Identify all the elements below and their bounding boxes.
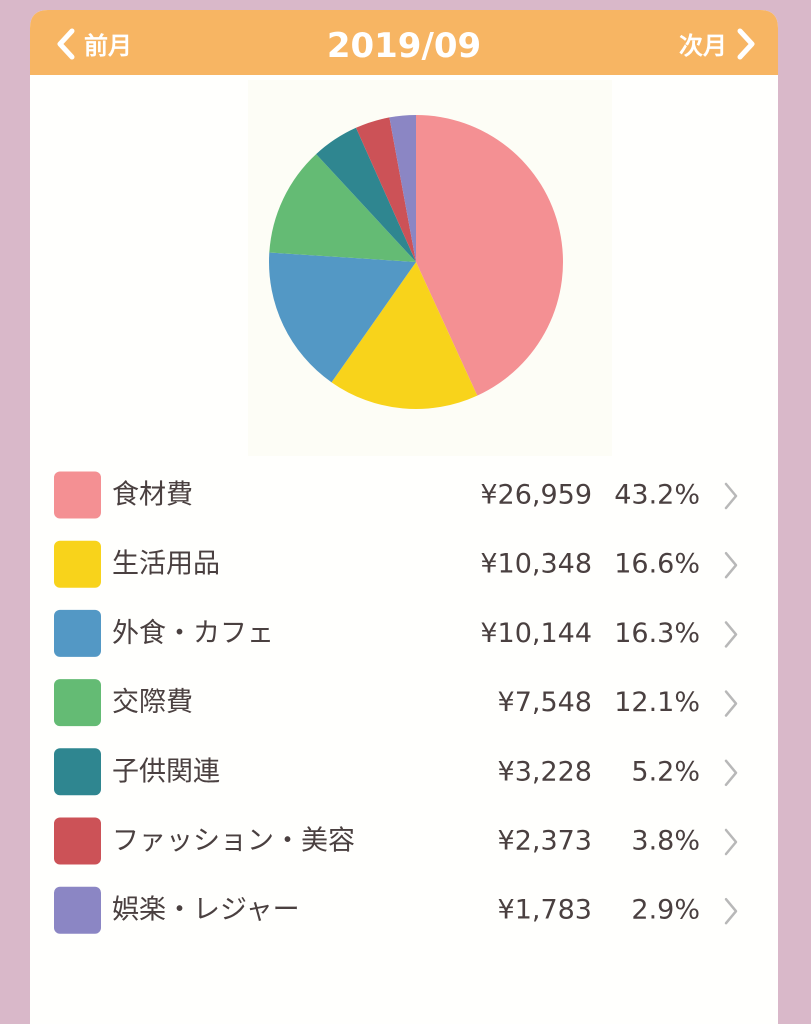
color-swatch <box>54 748 101 796</box>
color-swatch <box>54 679 101 727</box>
category-label: 娯楽・レジャー <box>112 895 300 926</box>
prev-button[interactable]: 前月 <box>57 28 132 60</box>
percentage: 5.2% <box>631 756 700 787</box>
percentage: 2.9% <box>631 895 700 926</box>
pie-slice <box>389 115 416 262</box>
month-title: 2019/09 <box>327 26 481 66</box>
category-row[interactable]: 交際費 ¥7,548 12.1% <box>54 679 738 727</box>
row-chevron <box>724 621 738 648</box>
category-row[interactable]: 食材費 ¥26,959 43.2% <box>54 471 738 519</box>
next-label: 次月 <box>679 32 727 60</box>
category-row[interactable]: 外食・カフェ ¥10,144 16.3% <box>54 609 738 657</box>
amount: ¥10,144 <box>480 618 592 649</box>
percentage: 12.1% <box>614 687 700 718</box>
row-chevron <box>724 690 738 717</box>
row-chevron <box>724 897 738 925</box>
header-bar <box>30 10 778 75</box>
pie-slice <box>355 117 416 262</box>
prev-chevron <box>57 28 75 60</box>
row-chevron <box>724 551 738 579</box>
pie-slice <box>316 127 416 262</box>
category-row[interactable]: 娯楽・レジャー ¥1,783 2.9% <box>54 886 738 934</box>
color-swatch <box>54 817 101 865</box>
row-chevron <box>724 828 738 856</box>
percentage: 16.6% <box>614 549 700 580</box>
percentage: 16.3% <box>614 618 700 649</box>
next-chevron <box>737 28 755 60</box>
amount: ¥10,348 <box>480 549 592 580</box>
percentage: 3.8% <box>631 826 700 857</box>
amount: ¥7,548 <box>498 687 592 718</box>
row-chevron <box>724 759 738 787</box>
amount: ¥2,373 <box>498 826 592 857</box>
color-swatch <box>54 886 101 934</box>
category-label: ファッション・美容 <box>112 826 355 857</box>
category-label: 食材費 <box>112 480 193 511</box>
category-row[interactable]: 子供関連 ¥3,228 5.2% <box>54 748 738 796</box>
row-chevron <box>724 482 738 510</box>
pie-slice <box>416 115 563 396</box>
category-row[interactable]: ファッション・美容 ¥2,373 3.8% <box>54 817 738 865</box>
next-button[interactable]: 次月 <box>679 28 755 60</box>
color-swatch <box>54 540 101 588</box>
category-label: 交際費 <box>112 687 193 718</box>
prev-label: 前月 <box>84 32 132 60</box>
color-swatch <box>54 609 101 657</box>
color-swatch <box>54 471 101 519</box>
amount: ¥3,228 <box>498 756 592 787</box>
category-row[interactable]: 生活用品 ¥10,348 16.6% <box>54 540 738 588</box>
pie-slice <box>331 262 478 409</box>
category-label: 子供関連 <box>112 756 220 787</box>
percentage: 43.2% <box>614 480 700 511</box>
pie-slice <box>269 154 416 262</box>
pie-slice <box>268 252 416 383</box>
amount: ¥1,783 <box>498 895 592 926</box>
category-label: 外食・カフェ <box>112 618 274 649</box>
category-label: 生活用品 <box>112 549 220 580</box>
amount: ¥26,959 <box>480 480 592 511</box>
